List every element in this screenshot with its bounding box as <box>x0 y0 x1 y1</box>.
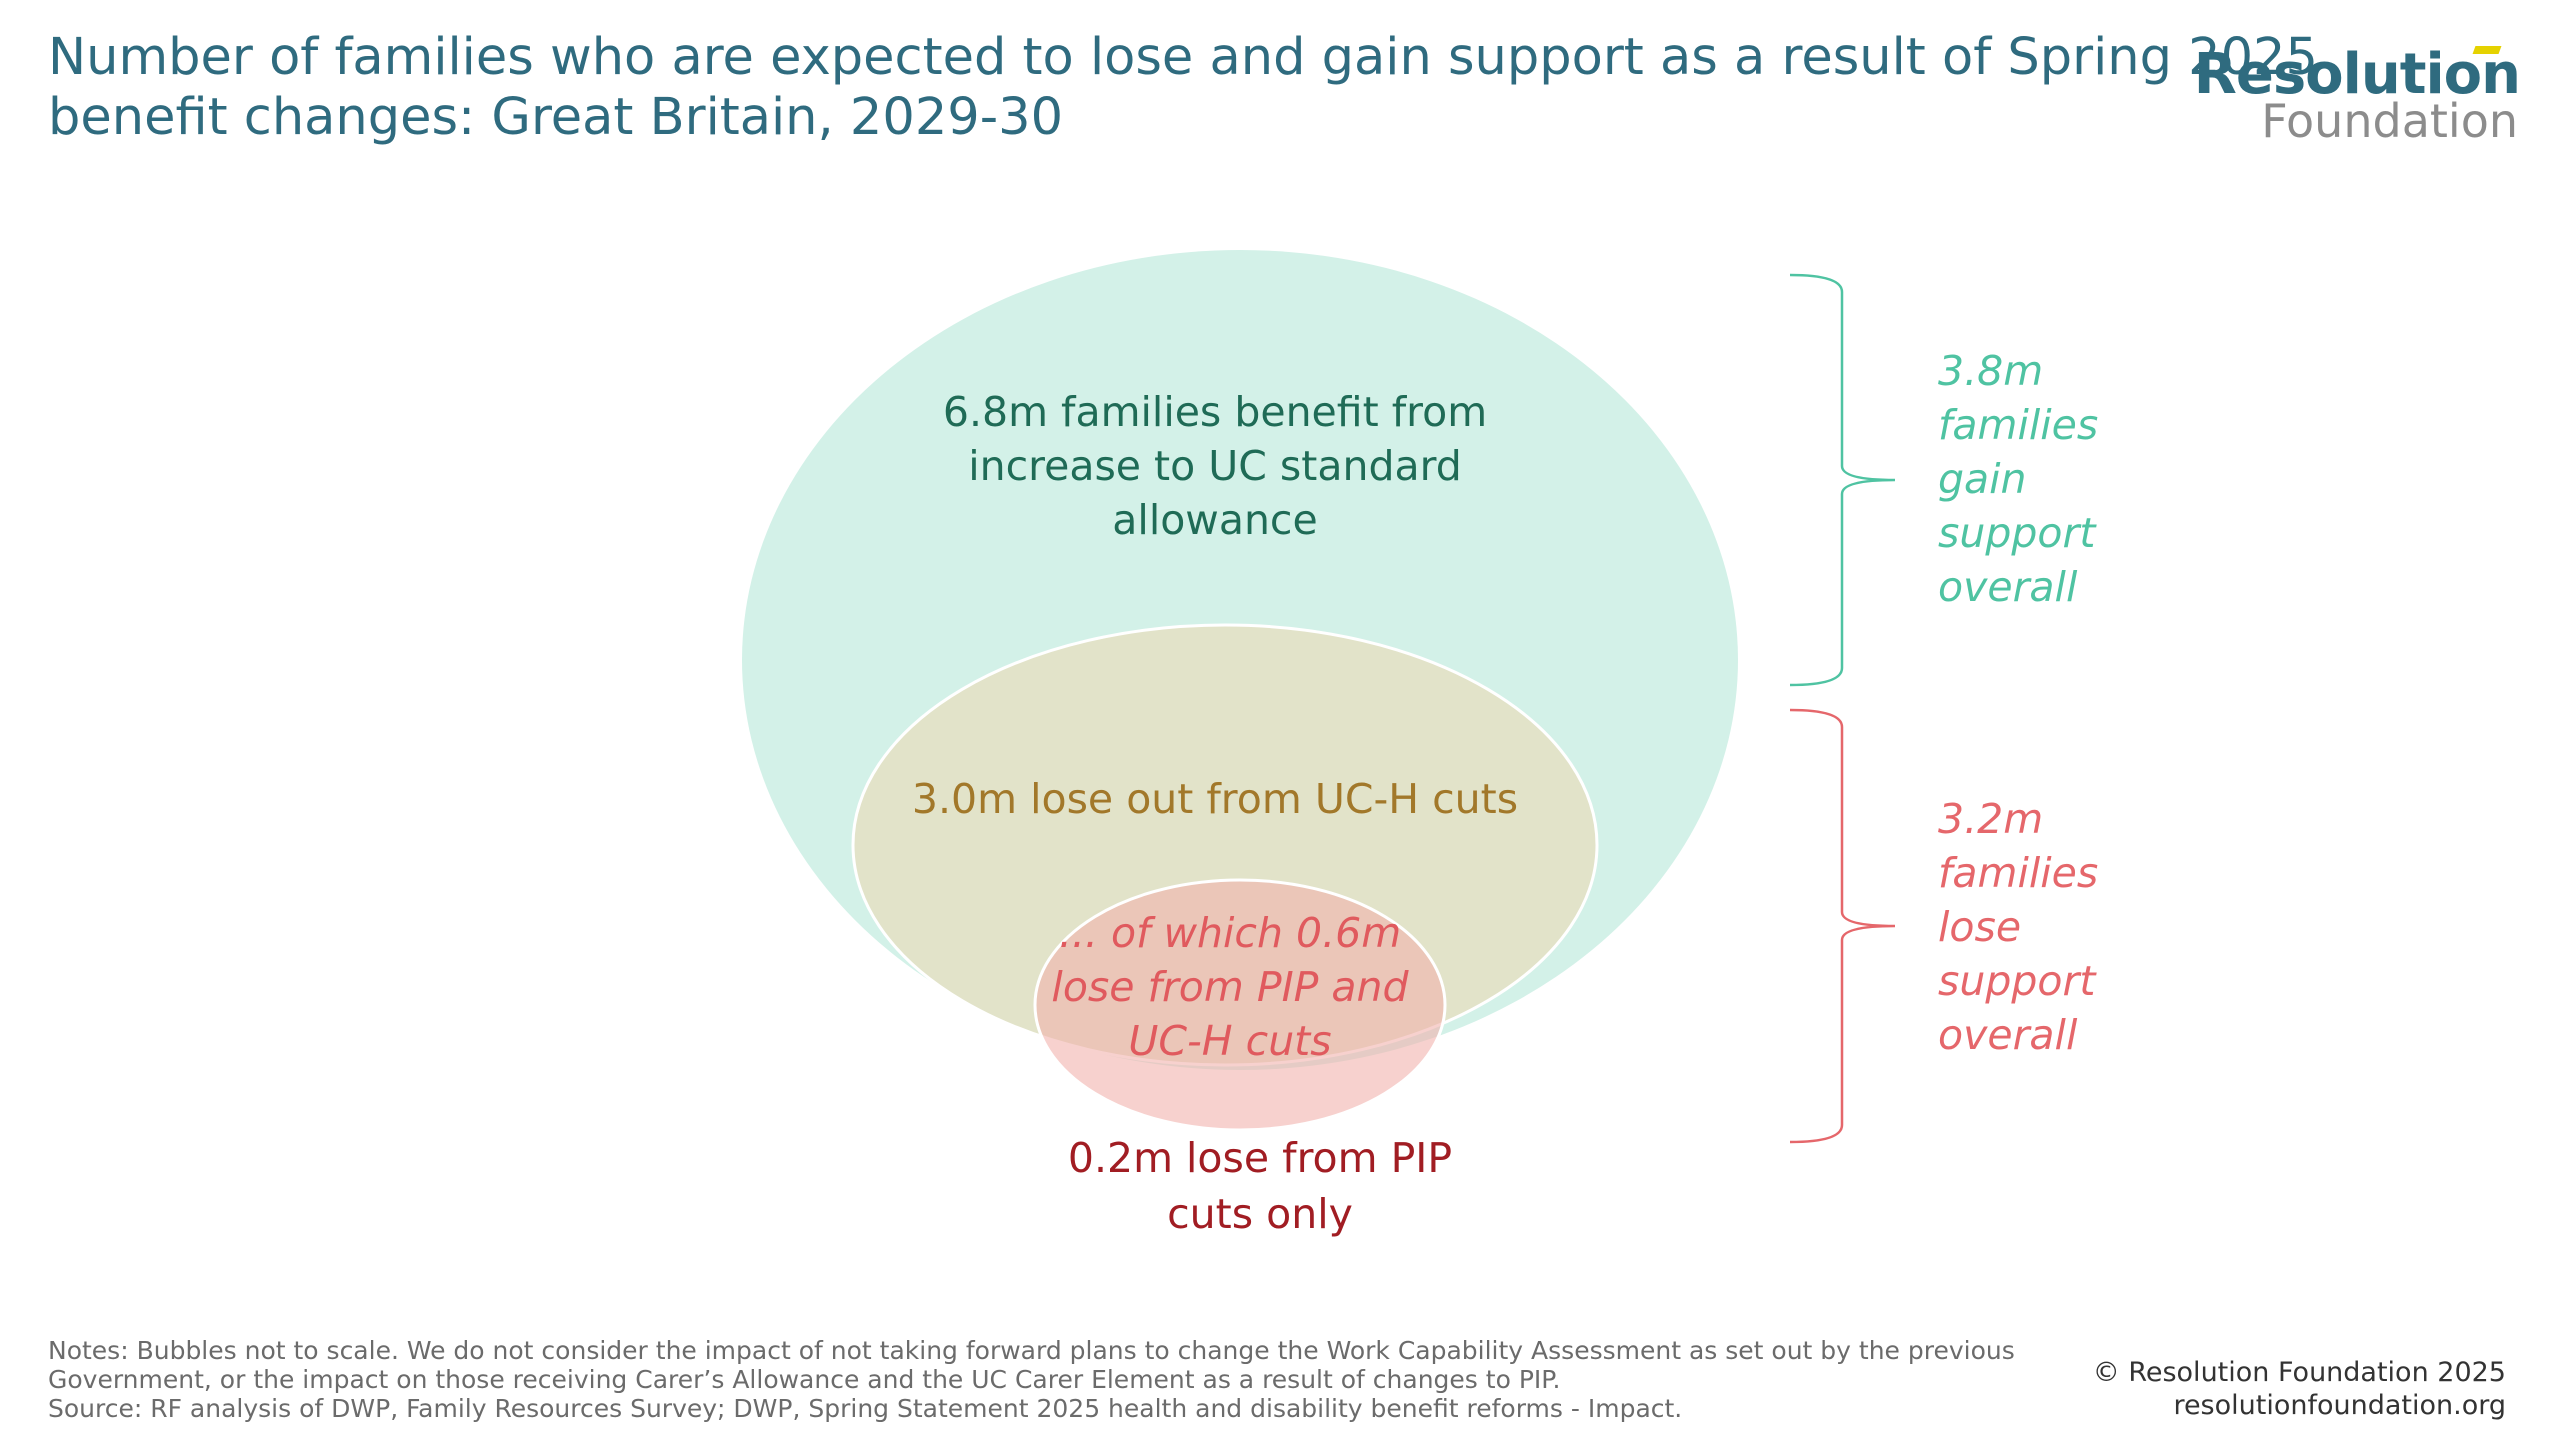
notes-line-1: Notes: Bubbles not to scale. We do not c… <box>48 1336 2015 1365</box>
notes-and-source: Notes: Bubbles not to scale. We do not c… <box>48 1336 2015 1423</box>
label-big-line-2: increase to UC standard <box>968 442 1462 490</box>
copyright-block: © Resolution Foundation 2025 resolutionf… <box>2093 1356 2506 1422</box>
chart-title: Number of families who are expected to l… <box>48 28 2318 148</box>
gain-line-2: families <box>1938 401 2099 449</box>
label-small-line-1: ... of which 0.6m <box>1058 909 1402 957</box>
logo-word-resolution: Resolution <box>2193 42 2521 107</box>
source-line: Source: RF analysis of DWP, Family Resou… <box>48 1394 1683 1423</box>
label-pip-line-2: cuts only <box>1167 1190 1353 1238</box>
website-link[interactable]: resolutionfoundation.org <box>2173 1390 2506 1421</box>
label-pip-only: 0.2m lose from PIP cuts only <box>1010 1130 1510 1242</box>
lose-line-1: 3.2m <box>1938 795 2044 843</box>
label-uc-standard-allowance: 6.8m families benefit from increase to U… <box>905 385 1525 547</box>
resolution-foundation-logo: Resolution Foundation <box>2194 42 2521 152</box>
lose-line-4: support <box>1938 957 2096 1005</box>
label-small-line-3: UC-H cuts <box>1128 1017 1332 1065</box>
gain-line-4: support <box>1938 509 2096 557</box>
label-lose-support-overall: 3.2m families lose support overall <box>1938 792 2098 1062</box>
notes-line-2: Government, or the impact on those recei… <box>48 1365 1561 1394</box>
lose-line-2: families <box>1938 849 2099 897</box>
gain-line-5: overall <box>1938 563 2078 611</box>
bubble-pip-and-uc-h <box>1033 878 1447 1132</box>
lose-line-5: overall <box>1938 1011 2078 1059</box>
label-big-line-1: 6.8m families benefit from <box>942 388 1488 436</box>
gain-line-1: 3.8m <box>1938 347 2044 395</box>
copyright-text: © Resolution Foundation 2025 <box>2092 1357 2506 1388</box>
chart-title-line-1: Number of families who are expected to l… <box>48 28 2318 87</box>
logo-word-foundation: Foundation <box>2261 94 2518 148</box>
bracket-lose-support <box>1789 708 1896 1144</box>
label-big-line-3: allowance <box>1112 496 1318 544</box>
label-small-line-2: lose from PIP and <box>1051 963 1409 1011</box>
label-gain-support-overall: 3.8m families gain support overall <box>1938 344 2098 614</box>
label-uc-h-cuts: 3.0m lose out from UC-H cuts <box>880 772 1550 826</box>
label-pip-line-1: 0.2m lose from PIP <box>1067 1134 1453 1182</box>
gain-line-3: gain <box>1938 455 2027 503</box>
label-pip-and-uc-h: ... of which 0.6m lose from PIP and UC-H… <box>990 906 1470 1068</box>
bracket-gain-support <box>1789 273 1896 687</box>
label-mid-line-1: 3.0m lose out from UC-H cuts <box>911 775 1519 823</box>
chart-title-line-2: benefit changes: Great Britain, 2029-30 <box>48 88 1064 147</box>
lose-line-3: lose <box>1938 903 2022 951</box>
